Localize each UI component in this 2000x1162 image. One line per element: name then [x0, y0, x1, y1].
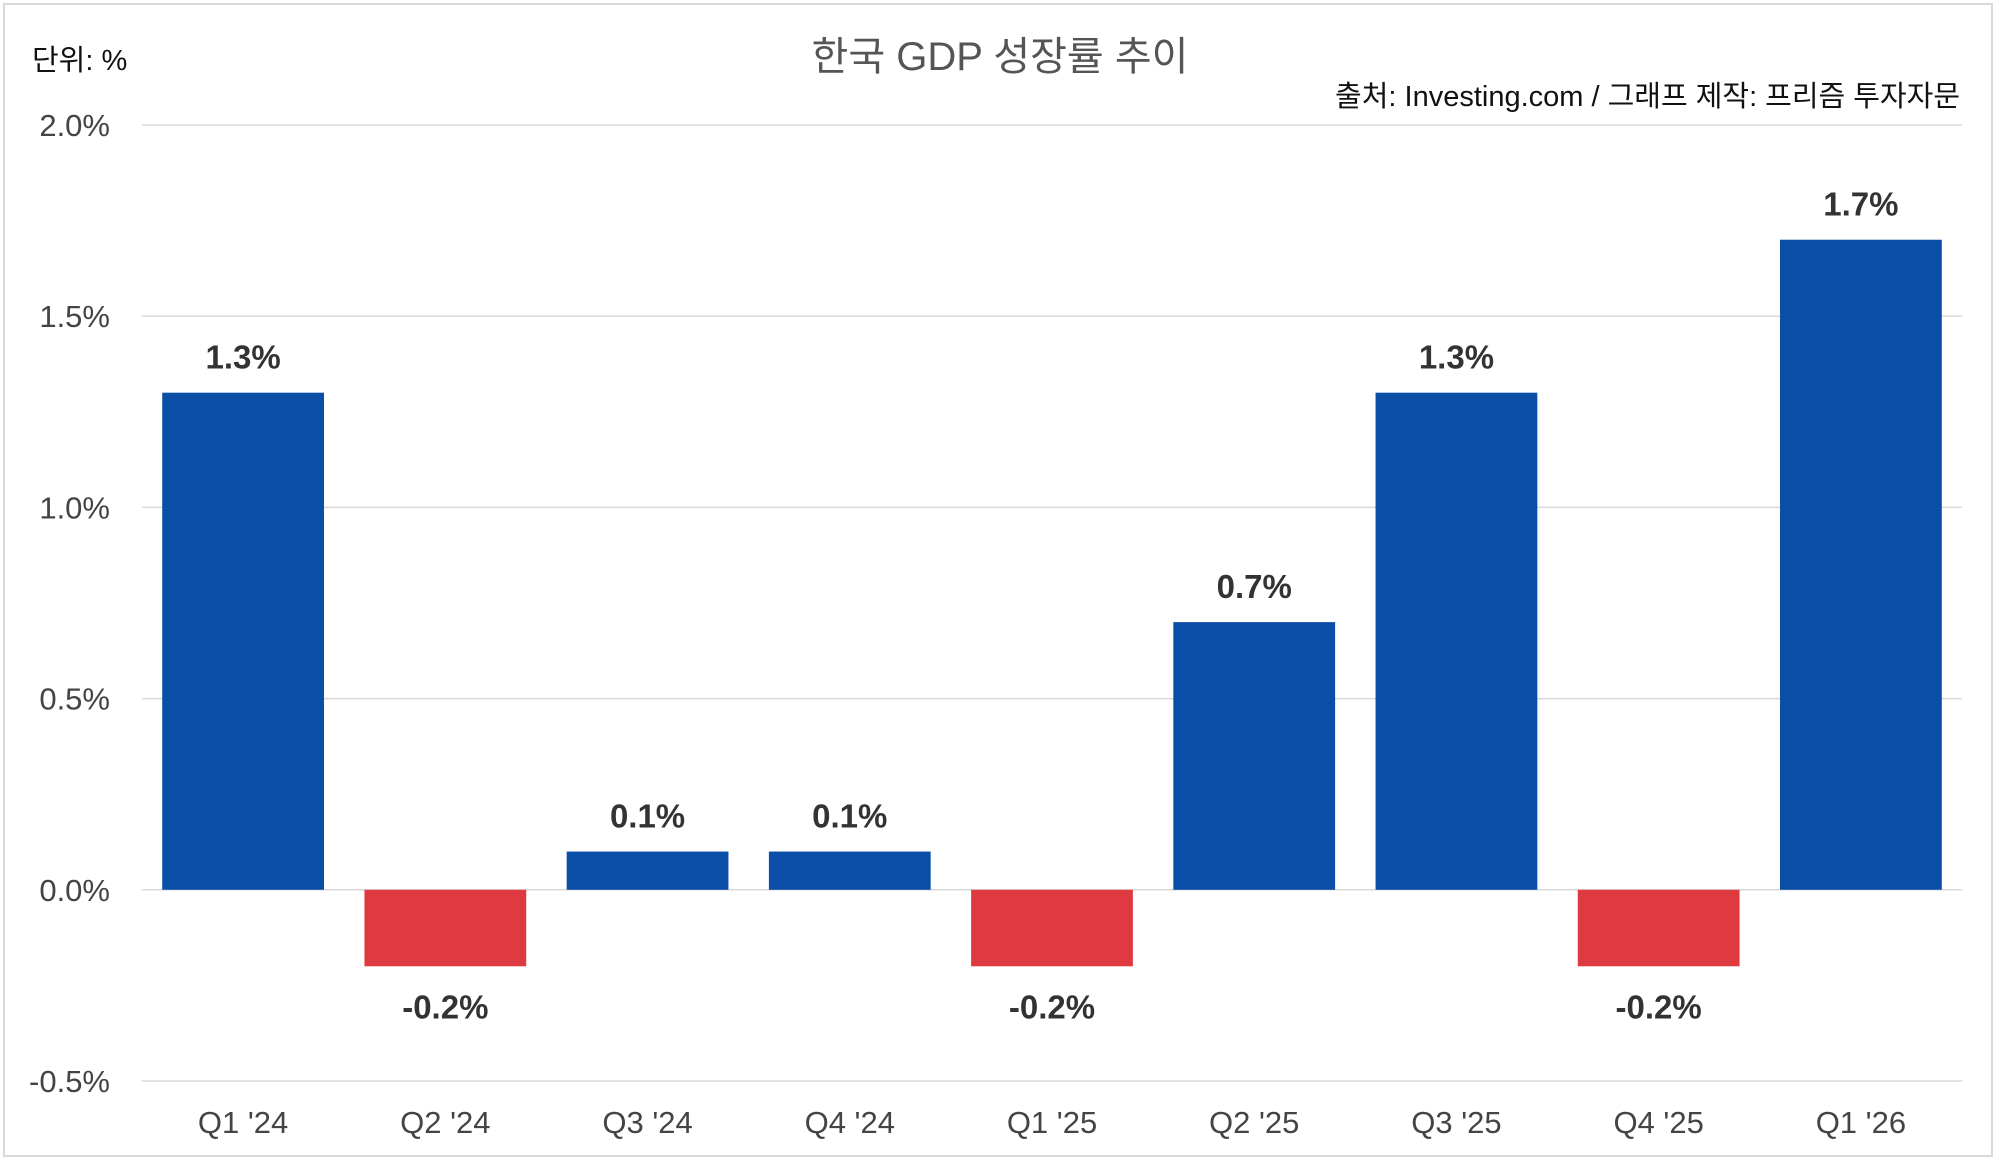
bars [162, 239, 1942, 967]
data-label: 1.3% [206, 339, 281, 376]
chart-title: 한국 GDP 성장률 추이 [812, 35, 1189, 79]
data-label: -0.2% [402, 988, 488, 1025]
y-tick-label: 1.5% [39, 299, 110, 334]
data-label: 0.7% [1217, 568, 1292, 605]
data-label: 0.1% [812, 798, 887, 835]
bar [162, 392, 324, 890]
x-tick-label: Q1 '25 [1007, 1105, 1097, 1140]
bar [971, 889, 1133, 967]
bar [566, 851, 729, 890]
x-axis: Q1 '24 Q2 '24 Q3 '24 Q4 '24 Q1 '25 Q2 '25 Q3 '… [198, 1105, 1906, 1140]
x-tick-label: Q2 '24 [400, 1105, 490, 1140]
bar [364, 889, 527, 967]
chart-frame [3, 3, 1993, 1157]
y-tick-label: 1.0% [39, 490, 110, 525]
bar [768, 851, 931, 890]
bar [1780, 239, 1942, 890]
data-label: 1.7% [1823, 186, 1898, 223]
unit-label: 단위: % [32, 44, 127, 77]
y-tick-label: -0.5% [29, 1064, 110, 1099]
data-label: 1.3% [1419, 339, 1494, 376]
x-tick-label: Q3 '25 [1411, 1105, 1501, 1140]
y-tick-label: 0.0% [39, 873, 110, 908]
bar [1577, 889, 1740, 967]
x-tick-label: Q2 '25 [1209, 1105, 1299, 1140]
y-tick-label: 2.0% [39, 108, 110, 143]
y-axis: 2.0% 1.5% 1.0% 0.5% 0.0% -0.5% [29, 108, 110, 1099]
source-note: 출처: Investing.com / 그래프 제작: 프리즘 투자자문 [1335, 80, 1960, 113]
x-tick-label: Q4 '24 [805, 1105, 895, 1140]
x-tick-label: Q1 '26 [1816, 1105, 1906, 1140]
data-label: 0.1% [610, 798, 685, 835]
data-label: -0.2% [1009, 988, 1095, 1025]
x-tick-label: Q1 '24 [198, 1105, 288, 1140]
bar [1375, 392, 1538, 890]
data-label: -0.2% [1616, 988, 1702, 1025]
x-tick-label: Q3 '24 [602, 1105, 692, 1140]
bar [1173, 622, 1336, 890]
data-labels: 1.3% -0.2% 0.1% 0.1% -0.2% 0.7% 1.3% -0.2% 1.7% [206, 186, 1899, 1026]
y-tick-label: 0.5% [39, 682, 110, 717]
x-tick-label: Q4 '25 [1613, 1105, 1703, 1140]
